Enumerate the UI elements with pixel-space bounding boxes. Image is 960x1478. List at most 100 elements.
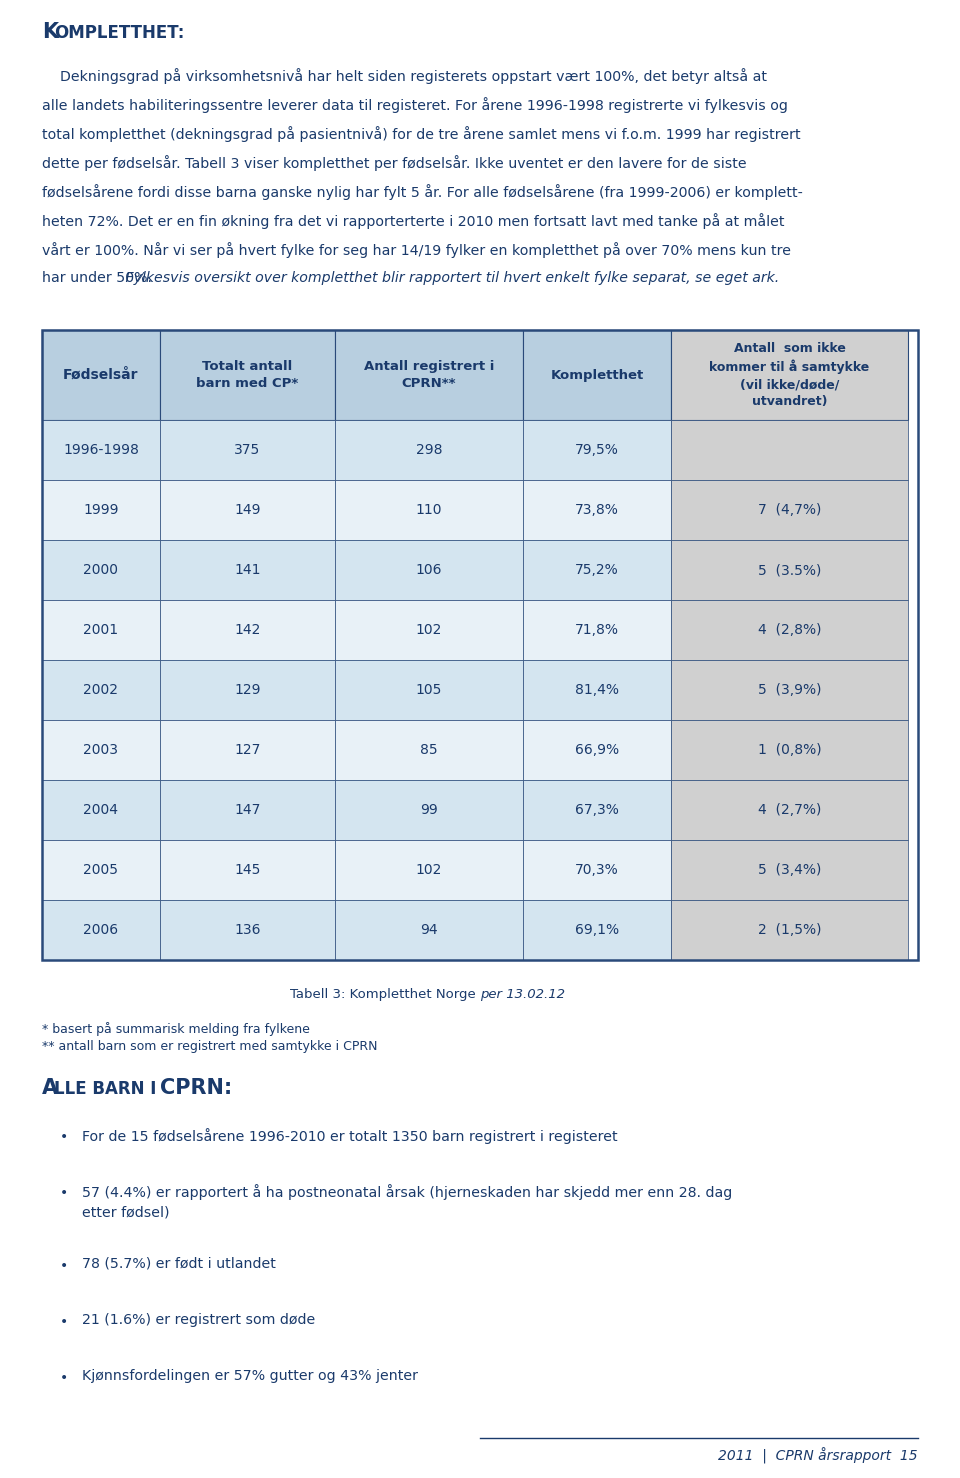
- Bar: [160, 720, 335, 780]
- Text: 79,5%: 79,5%: [575, 443, 619, 457]
- Bar: [523, 661, 671, 720]
- Text: 69,1%: 69,1%: [575, 922, 619, 937]
- Text: 57 (4.4%) er rapportert å ha postneonatal årsak (hjerneskaden har skjedd mer enn: 57 (4.4%) er rapportert å ha postneonata…: [82, 1184, 732, 1200]
- Text: fødselsårene fordi disse barna ganske nylig har fylt 5 år. For alle fødselsårene: fødselsårene fordi disse barna ganske ny…: [42, 183, 803, 200]
- Text: 99: 99: [420, 803, 438, 817]
- Text: Antall registrert i
CPRN**: Antall registrert i CPRN**: [364, 361, 494, 390]
- Bar: [671, 900, 908, 961]
- Bar: [335, 840, 523, 900]
- Bar: [42, 480, 160, 539]
- Text: 127: 127: [234, 743, 261, 757]
- Bar: [42, 900, 160, 961]
- Text: etter fødsel): etter fødsel): [82, 1206, 170, 1219]
- Text: Fylkesvis oversikt over kompletthet blir rapportert til hvert enkelt fylke separ: Fylkesvis oversikt over kompletthet blir…: [121, 270, 779, 285]
- Bar: [160, 480, 335, 539]
- Text: 94: 94: [420, 922, 438, 937]
- Text: 71,8%: 71,8%: [575, 624, 619, 637]
- Text: alle landets habiliteringssentre leverer data til registeret. For årene 1996-199: alle landets habiliteringssentre leverer…: [42, 98, 788, 112]
- Text: vårt er 100%. Når vi ser på hvert fylke for seg har 14/19 fylker en kompletthet : vårt er 100%. Når vi ser på hvert fylke …: [42, 242, 791, 259]
- Text: 2004: 2004: [84, 803, 118, 817]
- Text: •: •: [60, 1315, 68, 1329]
- Text: Totalt antall
barn med CP*: Totalt antall barn med CP*: [197, 361, 299, 390]
- Text: Antall  som ikke
kommer til å samtykke
(vil ikke/døde/
utvandret): Antall som ikke kommer til å samtykke (v…: [709, 341, 870, 408]
- Bar: [42, 330, 918, 961]
- Bar: [42, 840, 160, 900]
- Text: 66,9%: 66,9%: [575, 743, 619, 757]
- Text: 145: 145: [234, 863, 261, 876]
- Text: •: •: [60, 1131, 68, 1144]
- Bar: [671, 661, 908, 720]
- Bar: [335, 900, 523, 961]
- Bar: [523, 840, 671, 900]
- Text: •: •: [60, 1370, 68, 1385]
- Text: har under 50%.: har under 50%.: [42, 270, 152, 285]
- Text: Kjønnsfordelingen er 57% gutter og 43% jenter: Kjønnsfordelingen er 57% gutter og 43% j…: [82, 1369, 418, 1383]
- Text: dette per fødselsår. Tabell 3 viser kompletthet per fødselsår. Ikke uventet er d: dette per fødselsår. Tabell 3 viser komp…: [42, 155, 747, 171]
- Text: •: •: [60, 1259, 68, 1273]
- Text: 4  (2,7%): 4 (2,7%): [757, 803, 821, 817]
- Bar: [671, 480, 908, 539]
- Bar: [523, 480, 671, 539]
- Text: 21 (1.6%) er registrert som døde: 21 (1.6%) er registrert som døde: [82, 1312, 315, 1327]
- Text: per 13.02.12: per 13.02.12: [480, 987, 565, 1001]
- Bar: [335, 480, 523, 539]
- Text: 2  (1,5%): 2 (1,5%): [757, 922, 821, 937]
- Text: LLE BARN I: LLE BARN I: [54, 1080, 162, 1098]
- Bar: [671, 330, 908, 420]
- Bar: [523, 420, 671, 480]
- Text: Kompletthet: Kompletthet: [550, 368, 643, 381]
- Text: 142: 142: [234, 624, 261, 637]
- Text: 136: 136: [234, 922, 261, 937]
- Text: 67,3%: 67,3%: [575, 803, 619, 817]
- Bar: [335, 780, 523, 840]
- Bar: [42, 420, 160, 480]
- Text: 1  (0,8%): 1 (0,8%): [757, 743, 822, 757]
- Bar: [671, 539, 908, 600]
- Bar: [160, 600, 335, 661]
- Text: •: •: [60, 1185, 68, 1200]
- Bar: [523, 720, 671, 780]
- Bar: [671, 420, 908, 480]
- Text: 149: 149: [234, 503, 261, 517]
- Text: 81,4%: 81,4%: [575, 683, 619, 698]
- Text: K: K: [42, 22, 59, 41]
- Bar: [160, 420, 335, 480]
- Bar: [523, 330, 671, 420]
- Bar: [671, 780, 908, 840]
- Text: 298: 298: [416, 443, 443, 457]
- Bar: [671, 720, 908, 780]
- Text: OMPLETTHET:: OMPLETTHET:: [54, 24, 184, 41]
- Text: ** antall barn som er registrert med samtykke i CPRN: ** antall barn som er registrert med sam…: [42, 1041, 377, 1052]
- Text: 1999: 1999: [84, 503, 119, 517]
- Text: 129: 129: [234, 683, 261, 698]
- Bar: [42, 780, 160, 840]
- Text: 2000: 2000: [84, 563, 118, 576]
- Bar: [523, 600, 671, 661]
- Text: 102: 102: [416, 624, 443, 637]
- Bar: [523, 780, 671, 840]
- Text: 105: 105: [416, 683, 443, 698]
- Bar: [335, 330, 523, 420]
- Text: Tabell 3: Kompletthet Norge: Tabell 3: Kompletthet Norge: [290, 987, 480, 1001]
- Text: 2003: 2003: [84, 743, 118, 757]
- Text: For de 15 fødselsårene 1996-2010 er totalt 1350 barn registrert i registeret: For de 15 fødselsårene 1996-2010 er tota…: [82, 1128, 617, 1144]
- Text: 147: 147: [234, 803, 261, 817]
- Text: 1996-1998: 1996-1998: [63, 443, 139, 457]
- Bar: [335, 600, 523, 661]
- Text: * basert på summarisk melding fra fylkene: * basert på summarisk melding fra fylken…: [42, 1021, 310, 1036]
- Bar: [671, 840, 908, 900]
- Bar: [42, 720, 160, 780]
- Bar: [160, 661, 335, 720]
- Text: 70,3%: 70,3%: [575, 863, 619, 876]
- Bar: [671, 600, 908, 661]
- Text: 85: 85: [420, 743, 438, 757]
- Text: 7  (4,7%): 7 (4,7%): [757, 503, 821, 517]
- Text: 2005: 2005: [84, 863, 118, 876]
- Text: 141: 141: [234, 563, 261, 576]
- Text: total kompletthet (dekningsgrad på pasientnivå) for de tre årene samlet mens vi : total kompletthet (dekningsgrad på pasie…: [42, 126, 801, 142]
- Text: 75,2%: 75,2%: [575, 563, 619, 576]
- Text: 102: 102: [416, 863, 443, 876]
- Bar: [335, 720, 523, 780]
- Bar: [160, 780, 335, 840]
- Text: 110: 110: [416, 503, 443, 517]
